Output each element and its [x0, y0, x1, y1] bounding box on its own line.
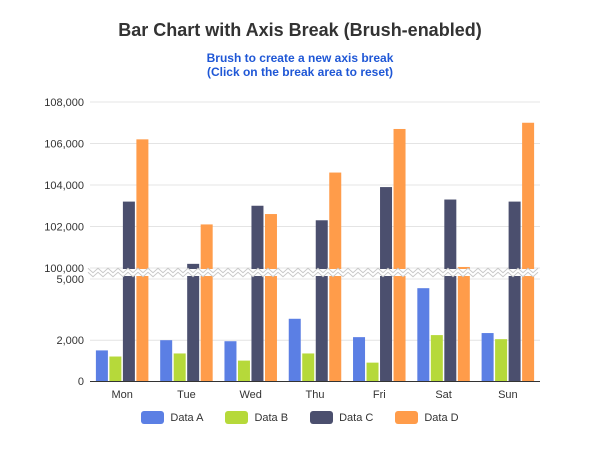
bar-data-c[interactable]	[187, 263, 200, 381]
axis-break-zigzag-bottom	[87, 271, 539, 278]
x-tick-label: Fri	[373, 389, 386, 401]
legend: Data A Data B Data C Data D	[0, 411, 600, 424]
bar-data-a[interactable]	[224, 341, 237, 381]
bar-data-b[interactable]	[109, 356, 122, 381]
axis-break-band[interactable]	[88, 269, 542, 276]
bar-data-d[interactable]	[393, 128, 406, 381]
x-tick-label: Wed	[240, 389, 262, 401]
y-tick-label: 106,000	[44, 139, 84, 151]
x-tick-label: Mon	[111, 389, 132, 401]
grid-layer	[90, 101, 540, 341]
axis-break[interactable]	[87, 267, 542, 278]
legend-item-data-b[interactable]: Data B	[225, 411, 288, 424]
legend-label: Data D	[424, 411, 459, 424]
bar-data-d[interactable]	[522, 122, 535, 381]
bar-data-b[interactable]	[173, 353, 186, 381]
y-tick-label: 2,000	[56, 335, 84, 347]
y-tick-label: 0	[78, 376, 84, 388]
y-tick-label: 5,000	[56, 274, 84, 286]
y-tick-label: 104,000	[44, 180, 84, 192]
subtitle-line-1[interactable]: Brush to create a new axis break	[206, 51, 394, 65]
chart-subtitle[interactable]: Brush to create a new axis break (Click …	[0, 51, 600, 79]
x-tick-label: Sat	[435, 389, 452, 401]
bar-data-a[interactable]	[160, 340, 173, 381]
y-tick-label: 108,000	[44, 97, 84, 109]
legend-item-data-d[interactable]: Data D	[395, 411, 459, 424]
bar-data-a[interactable]	[95, 350, 108, 381]
bar-data-a[interactable]	[288, 318, 301, 381]
chart-title: Bar Chart with Axis Break (Brush-enabled…	[118, 20, 482, 40]
bar-data-d[interactable]	[329, 172, 342, 381]
bar-data-c[interactable]	[251, 205, 264, 381]
bar-data-a[interactable]	[481, 333, 494, 381]
x-tick-label: Sun	[498, 389, 518, 401]
bar-data-b[interactable]	[430, 335, 443, 381]
y-tick-label: 102,000	[44, 222, 84, 234]
bar-data-c[interactable]	[122, 201, 135, 381]
bar-data-a[interactable]	[417, 288, 430, 381]
legend-swatch	[225, 411, 249, 424]
bar-data-c[interactable]	[315, 220, 328, 381]
bar-layer[interactable]	[95, 122, 535, 381]
bar-data-d[interactable]	[264, 214, 277, 381]
bar-data-a[interactable]	[353, 337, 366, 381]
legend-label: Data C	[339, 411, 374, 424]
legend-label: Data B	[254, 411, 289, 424]
legend-item-data-a[interactable]: Data A	[141, 411, 203, 424]
x-tick-label: Tue	[177, 389, 196, 401]
bar-data-d[interactable]	[457, 266, 470, 381]
bar-data-c[interactable]	[444, 199, 457, 381]
bar-data-b[interactable]	[237, 360, 250, 381]
bar-data-c[interactable]	[380, 187, 393, 381]
legend-swatch	[141, 411, 165, 424]
legend-label: Data A	[170, 411, 204, 424]
legend-item-data-c[interactable]: Data C	[310, 411, 373, 424]
bar-data-b[interactable]	[302, 353, 315, 381]
bar-data-c[interactable]	[508, 201, 521, 381]
bar-data-b[interactable]	[366, 362, 379, 381]
y-tick-label: 100,000	[44, 263, 84, 275]
x-tick-label: Thu	[306, 389, 325, 401]
axis-break-zigzag-top	[87, 267, 539, 274]
bar-data-d[interactable]	[136, 139, 149, 381]
legend-swatch	[395, 411, 419, 424]
legend-swatch	[310, 411, 334, 424]
subtitle-line-2[interactable]: (Click on the break area to reset)	[206, 65, 394, 79]
bar-data-d[interactable]	[200, 224, 213, 381]
bar-data-b[interactable]	[495, 339, 508, 381]
